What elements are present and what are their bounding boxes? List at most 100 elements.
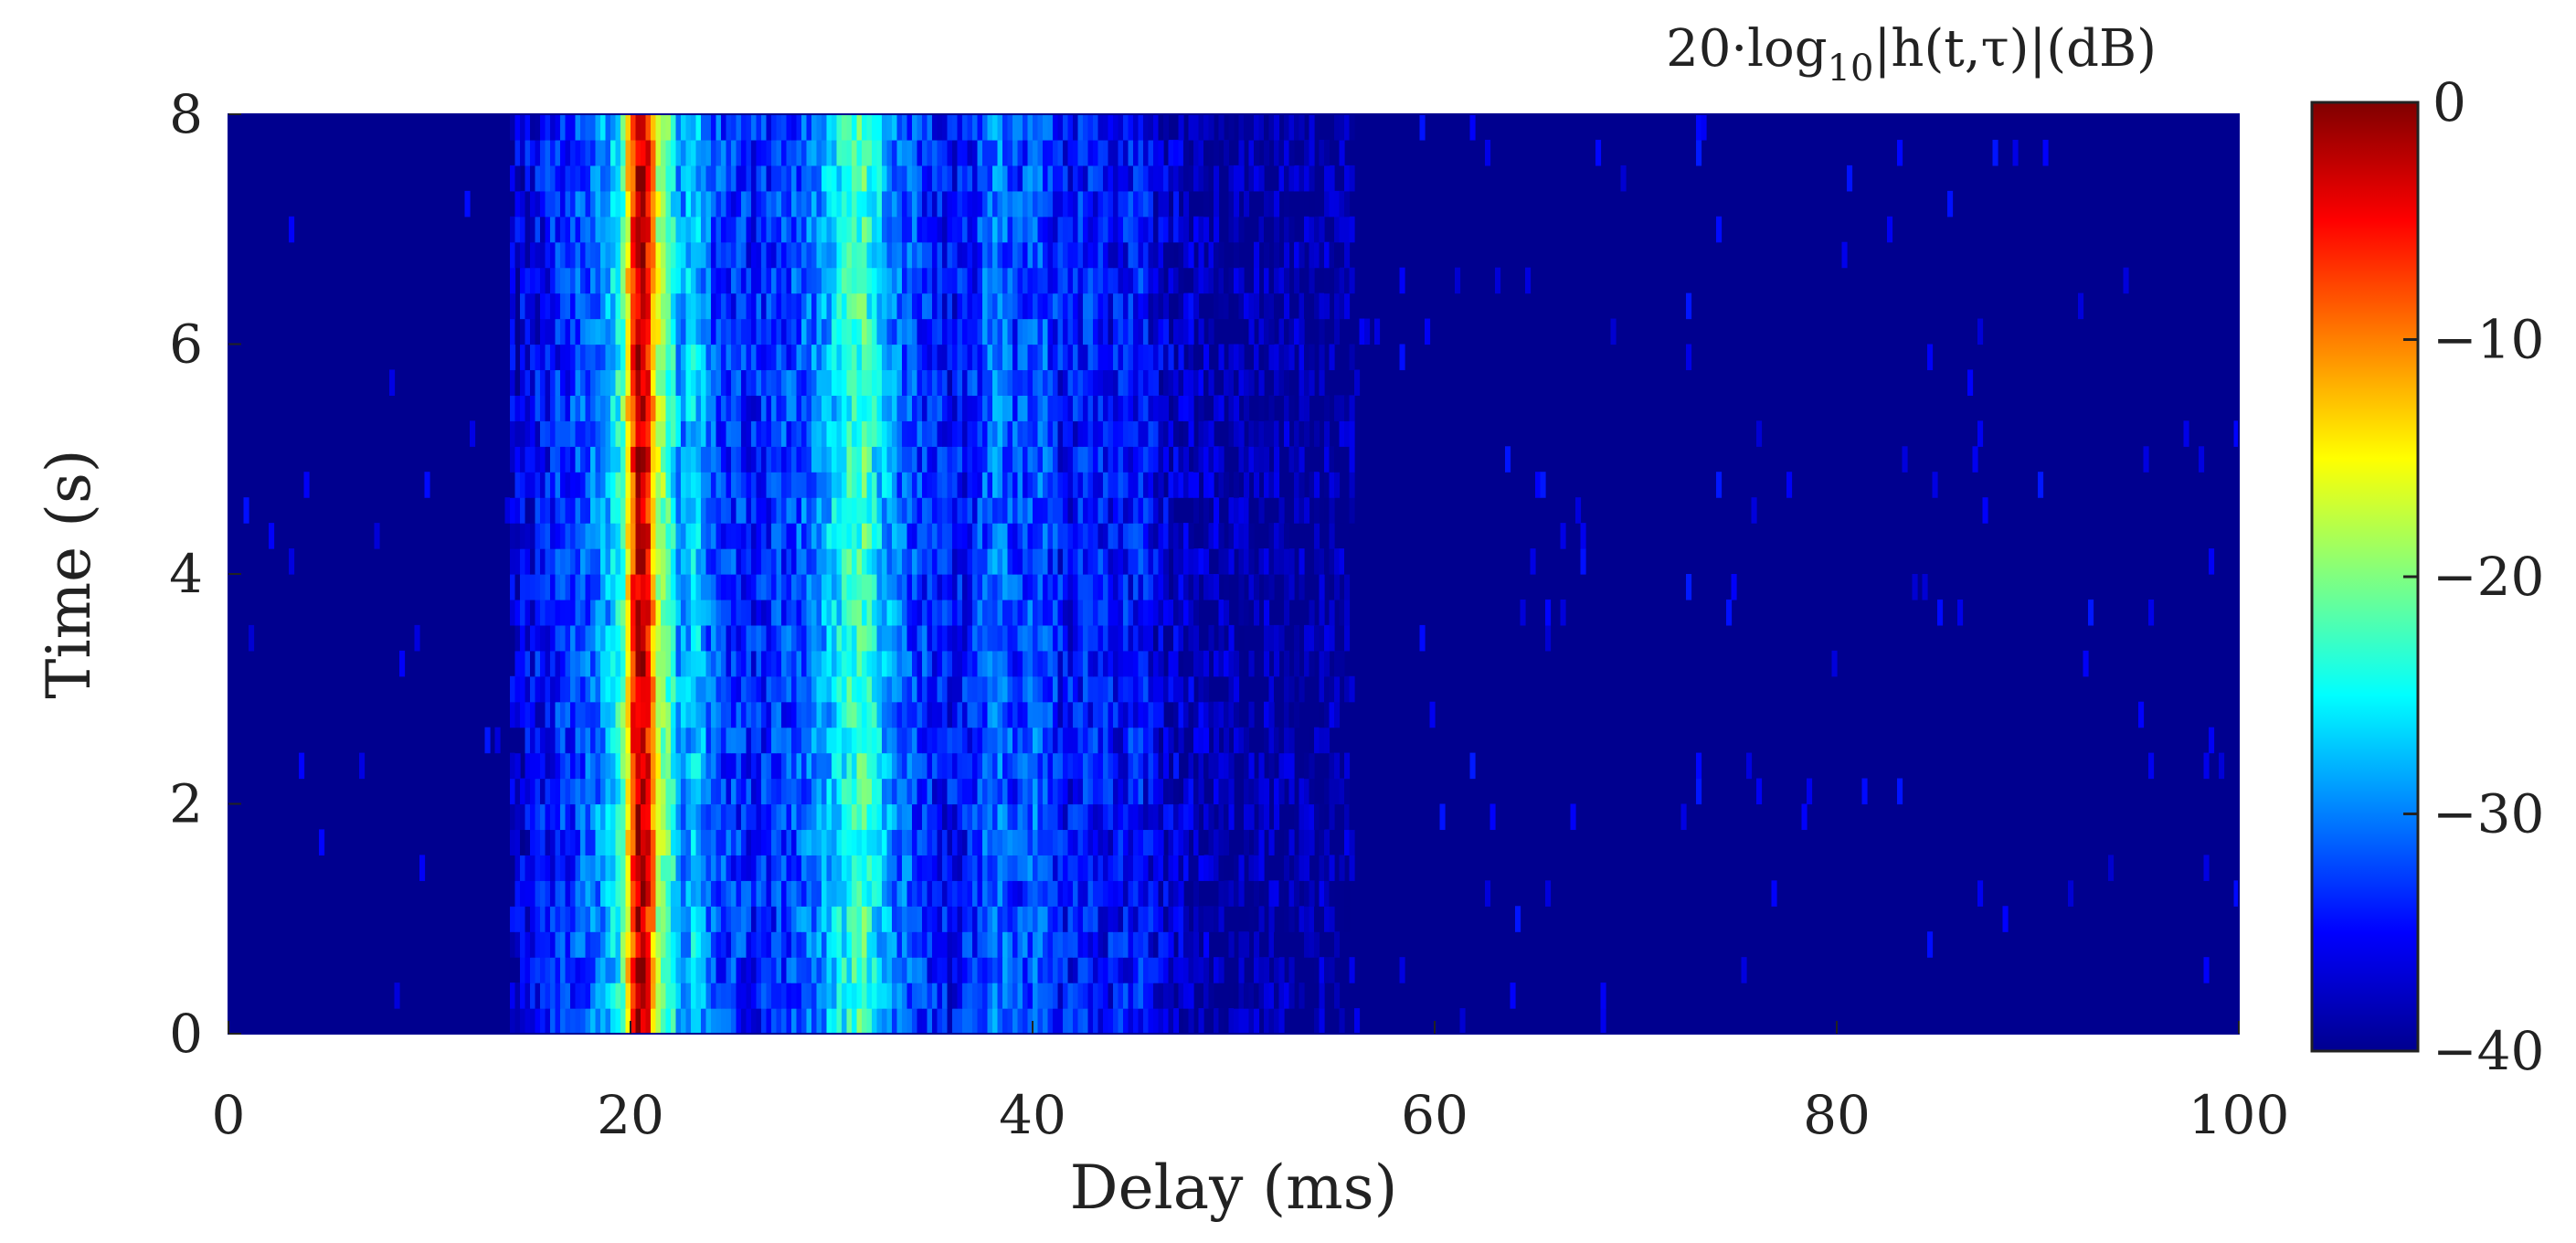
heatmap-cell <box>892 472 898 498</box>
heatmap-cell <box>726 472 732 498</box>
heatmap-cell <box>711 395 717 421</box>
heatmap-cell <box>1093 446 1099 473</box>
heatmap-cell <box>1063 650 1069 677</box>
heatmap-cell <box>791 523 798 549</box>
heatmap-cell <box>962 216 969 243</box>
heatmap-cell <box>705 983 712 1009</box>
heatmap-cell <box>1093 931 1099 958</box>
heatmap-cell <box>922 931 928 958</box>
heatmap-cell <box>801 803 808 831</box>
heatmap-cell <box>635 216 641 243</box>
heatmap-cell <box>701 931 707 958</box>
heatmap-cell <box>1148 829 1154 855</box>
heatmap-cell <box>932 675 938 703</box>
heatmap-cell <box>1314 727 1320 754</box>
heatmap-cell <box>555 931 561 958</box>
heatmap-cell <box>1234 1008 1240 1034</box>
heatmap-cell <box>1087 752 1094 780</box>
heatmap-cell <box>1163 497 1170 524</box>
heatmap-cell <box>1218 548 1224 575</box>
heatmap-cell <box>1319 983 1325 1009</box>
heatmap-cell <box>1268 574 1275 600</box>
heatmap-cell <box>535 1008 541 1034</box>
heatmap-cell <box>746 420 752 447</box>
heatmap-cell <box>1244 752 1250 780</box>
heatmap-cell <box>947 523 953 549</box>
heatmap-cell <box>545 624 551 652</box>
heatmap-cell <box>585 1008 591 1034</box>
heatmap-cell <box>967 472 973 498</box>
heatmap-cell <box>917 624 923 652</box>
heatmap-cell <box>550 292 557 320</box>
heatmap-cell <box>610 675 617 703</box>
heatmap-cell <box>635 983 641 1009</box>
heatmap-cell <box>856 241 863 269</box>
heatmap-cell <box>620 395 627 421</box>
heatmap-cell <box>1108 241 1114 269</box>
heatmap-cell <box>726 420 732 447</box>
heatmap-cell <box>1334 701 1341 728</box>
heatmap-cell <box>685 829 692 855</box>
heatmap-cell <box>822 318 828 345</box>
heatmap-cell <box>631 675 637 703</box>
heatmap-cell <box>530 829 536 855</box>
heatmap-cell <box>1057 675 1064 703</box>
heatmap-cell <box>876 983 883 1009</box>
heatmap-cell <box>1143 420 1150 447</box>
heatmap-cell <box>721 624 727 652</box>
heatmap-cell <box>1017 701 1023 728</box>
heatmap-cell <box>731 650 737 677</box>
heatmap-cell <box>681 957 687 983</box>
heatmap-cell <box>585 497 591 524</box>
heatmap-cell <box>1097 292 1104 320</box>
heatmap-cell <box>1057 574 1064 600</box>
heatmap-cell <box>243 497 249 524</box>
heatmap-cell <box>631 1008 637 1034</box>
heatmap-cell <box>826 599 832 626</box>
heatmap-cell <box>836 906 843 932</box>
heatmap-cell <box>731 803 737 831</box>
heatmap-cell <box>1153 446 1160 473</box>
heatmap-cell <box>1188 318 1194 345</box>
heatmap-cell <box>610 241 617 269</box>
heatmap-cell <box>902 957 908 983</box>
heatmap-cell <box>866 803 873 831</box>
heatmap-cell <box>560 752 567 780</box>
heatmap-cell <box>1053 267 1059 294</box>
heatmap-cell <box>776 446 782 473</box>
heatmap-cell <box>806 344 812 371</box>
heatmap-cell <box>1264 446 1270 473</box>
heatmap-cell <box>1203 574 1210 600</box>
heatmap-cell <box>1329 675 1335 703</box>
heatmap-cell <box>1037 1008 1044 1034</box>
heatmap-cell <box>816 880 822 907</box>
heatmap-cell <box>1073 855 1079 881</box>
heatmap-cell <box>1188 675 1194 703</box>
heatmap-cell <box>801 855 808 881</box>
heatmap-cell <box>942 420 949 447</box>
heatmap-cell <box>1133 420 1140 447</box>
heatmap-cell <box>1023 292 1029 320</box>
heatmap-cell <box>872 241 878 269</box>
heatmap-cell <box>641 292 647 320</box>
heatmap-cell <box>580 241 587 269</box>
heatmap-cell <box>832 523 838 549</box>
heatmap-cell <box>826 778 832 805</box>
heatmap-cell <box>580 1008 587 1034</box>
heatmap-cell <box>635 727 641 754</box>
heatmap-cell <box>1329 523 1335 549</box>
heatmap-cell <box>520 318 526 345</box>
heatmap-cell <box>671 292 677 320</box>
heatmap-cell <box>736 1008 742 1034</box>
heatmap-cell <box>982 675 989 703</box>
heatmap-cell <box>1153 624 1160 652</box>
heatmap-cell <box>1108 650 1114 677</box>
heatmap-cell <box>1033 675 1039 703</box>
heatmap-cell <box>781 292 788 320</box>
heatmap-cell <box>1097 344 1104 371</box>
heatmap-cell <box>1193 267 1200 294</box>
heatmap-cell <box>540 497 546 524</box>
heatmap-cell <box>1108 292 1114 320</box>
heatmap-cell <box>992 497 999 524</box>
heatmap-cell <box>932 472 938 498</box>
